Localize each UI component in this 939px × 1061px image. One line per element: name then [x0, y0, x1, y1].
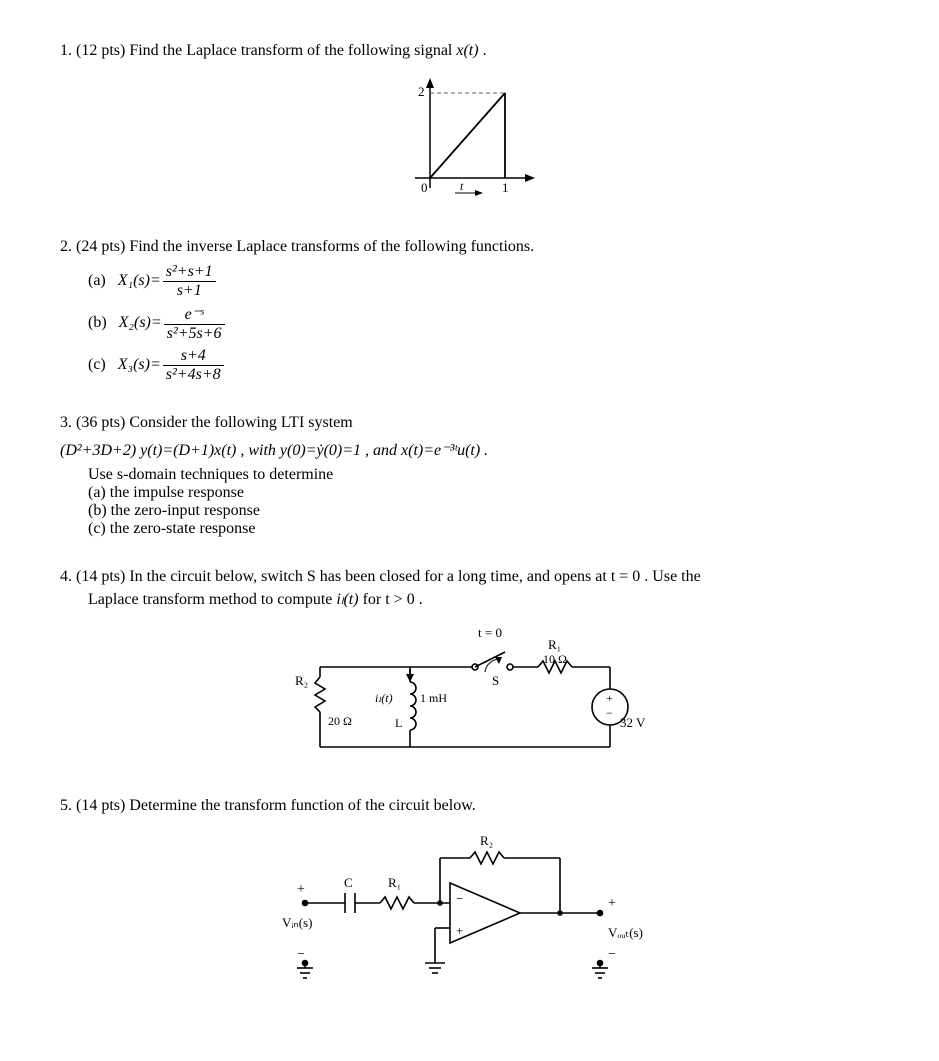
p1-text-b: . [483, 42, 487, 59]
p4-R1v: 10 Ω [543, 652, 567, 666]
p2-a-lhs: X₁(s)= [118, 272, 161, 290]
p3-eq: (D²+3D+2) y(t)=(D+1)x(t) , with y(0)=ẏ(0… [60, 440, 879, 460]
p4-R2: R₂ [295, 673, 308, 688]
p4-iLlbl: iₗ(t) [375, 691, 393, 705]
p4-S: S [492, 673, 499, 688]
p5-plus-out: + [608, 896, 616, 911]
p2-a: (a) X₁(s)= s²+s+1 s+1 [88, 263, 879, 300]
p2-a-num: s²+s+1 [163, 263, 216, 282]
p5-circuit: − + [270, 823, 670, 993]
p2-b-den: s²+5s+6 [164, 325, 225, 343]
p4-Lval: 1 mH [420, 691, 447, 705]
p4-text-line2: Laplace transform method to compute iₗ(t… [88, 589, 879, 611]
problem-1: 1. (12 pts) Find the Laplace transform o… [60, 40, 879, 208]
p4-t0: t = 0 [478, 625, 502, 640]
p3-pa: (a) the impulse response [88, 484, 879, 502]
p2-text: 2. (24 pts) Find the inverse Laplace tra… [60, 236, 879, 258]
p5-R2: R₂ [480, 833, 493, 848]
p3-pc: (c) the zero-state response [88, 520, 879, 538]
problem-3: 3. (36 pts) Consider the following LTI s… [60, 412, 879, 538]
problem-4: 4. (14 pts) In the circuit below, switch… [60, 566, 879, 767]
svg-text:+: + [456, 923, 463, 938]
problem-5: 5. (14 pts) Determine the transform func… [60, 795, 879, 993]
p1-graph: 2 0 1 t [385, 68, 555, 208]
p2-c-lhs: X₃(s)= [118, 356, 161, 374]
p4-R2v: 20 Ω [328, 714, 352, 728]
p4-V: 32 V [620, 715, 646, 730]
p4-R1: R₁ [548, 637, 561, 652]
p3-line2: Use s-domain techniques to determine [88, 466, 879, 484]
p2-b-lhs: X₂(s)= [119, 314, 162, 332]
p4-text-b: Laplace transform method to compute [88, 591, 336, 608]
p1-signal: x(t) [456, 42, 478, 59]
p5-text: 5. (14 pts) Determine the transform func… [60, 795, 879, 817]
p2-c-num: s+4 [163, 347, 224, 366]
p5-plus-in: + [297, 882, 305, 897]
p3-pb: (b) the zero-input response [88, 502, 879, 520]
p4-Llbl: L [395, 716, 402, 730]
p1-x1-label: 1 [502, 180, 509, 195]
p1-text-a: 1. (12 pts) Find the Laplace transform o… [60, 42, 456, 59]
p5-C: C [344, 875, 353, 890]
p2-a-label: (a) [88, 272, 106, 290]
p4-text-a: 4. (14 pts) In the circuit below, switch… [60, 566, 879, 588]
p2-b-num: e⁻ˢ [164, 304, 225, 325]
p4-circuit: + − t = 0 R₁ 10 Ω S R₂ 20 Ω iₗ(t) 1 mH L… [280, 617, 660, 767]
p2-c: (c) X₃(s)= s+4 s²+4s+8 [88, 347, 879, 384]
p2-a-den: s+1 [163, 282, 216, 300]
p5-Vout: Vₒᵤₜ(s) [608, 925, 643, 940]
p2-b-label: (b) [88, 314, 107, 332]
p1-text: 1. (12 pts) Find the Laplace transform o… [60, 40, 879, 62]
p4-text-c: for t > 0 . [363, 591, 423, 608]
p1-origin-label: 0 [421, 180, 428, 195]
p5-minus-in: − [297, 947, 305, 962]
p3-text: 3. (36 pts) Consider the following LTI s… [60, 412, 879, 434]
p2-b: (b) X₂(s)= e⁻ˢ s²+5s+6 [88, 304, 879, 343]
p1-y2-label: 2 [418, 84, 425, 99]
p4-iL: iₗ(t) [336, 591, 358, 608]
p2-c-label: (c) [88, 356, 106, 374]
svg-text:−: − [606, 706, 613, 720]
p5-Vin: Vᵢₙ(s) [282, 915, 312, 930]
p5-minus-out: − [608, 947, 616, 962]
svg-text:+: + [606, 691, 613, 705]
p5-R1: R₁ [388, 875, 401, 890]
problem-2: 2. (24 pts) Find the inverse Laplace tra… [60, 236, 879, 383]
svg-text:−: − [456, 891, 463, 906]
p2-c-den: s²+4s+8 [163, 366, 224, 384]
